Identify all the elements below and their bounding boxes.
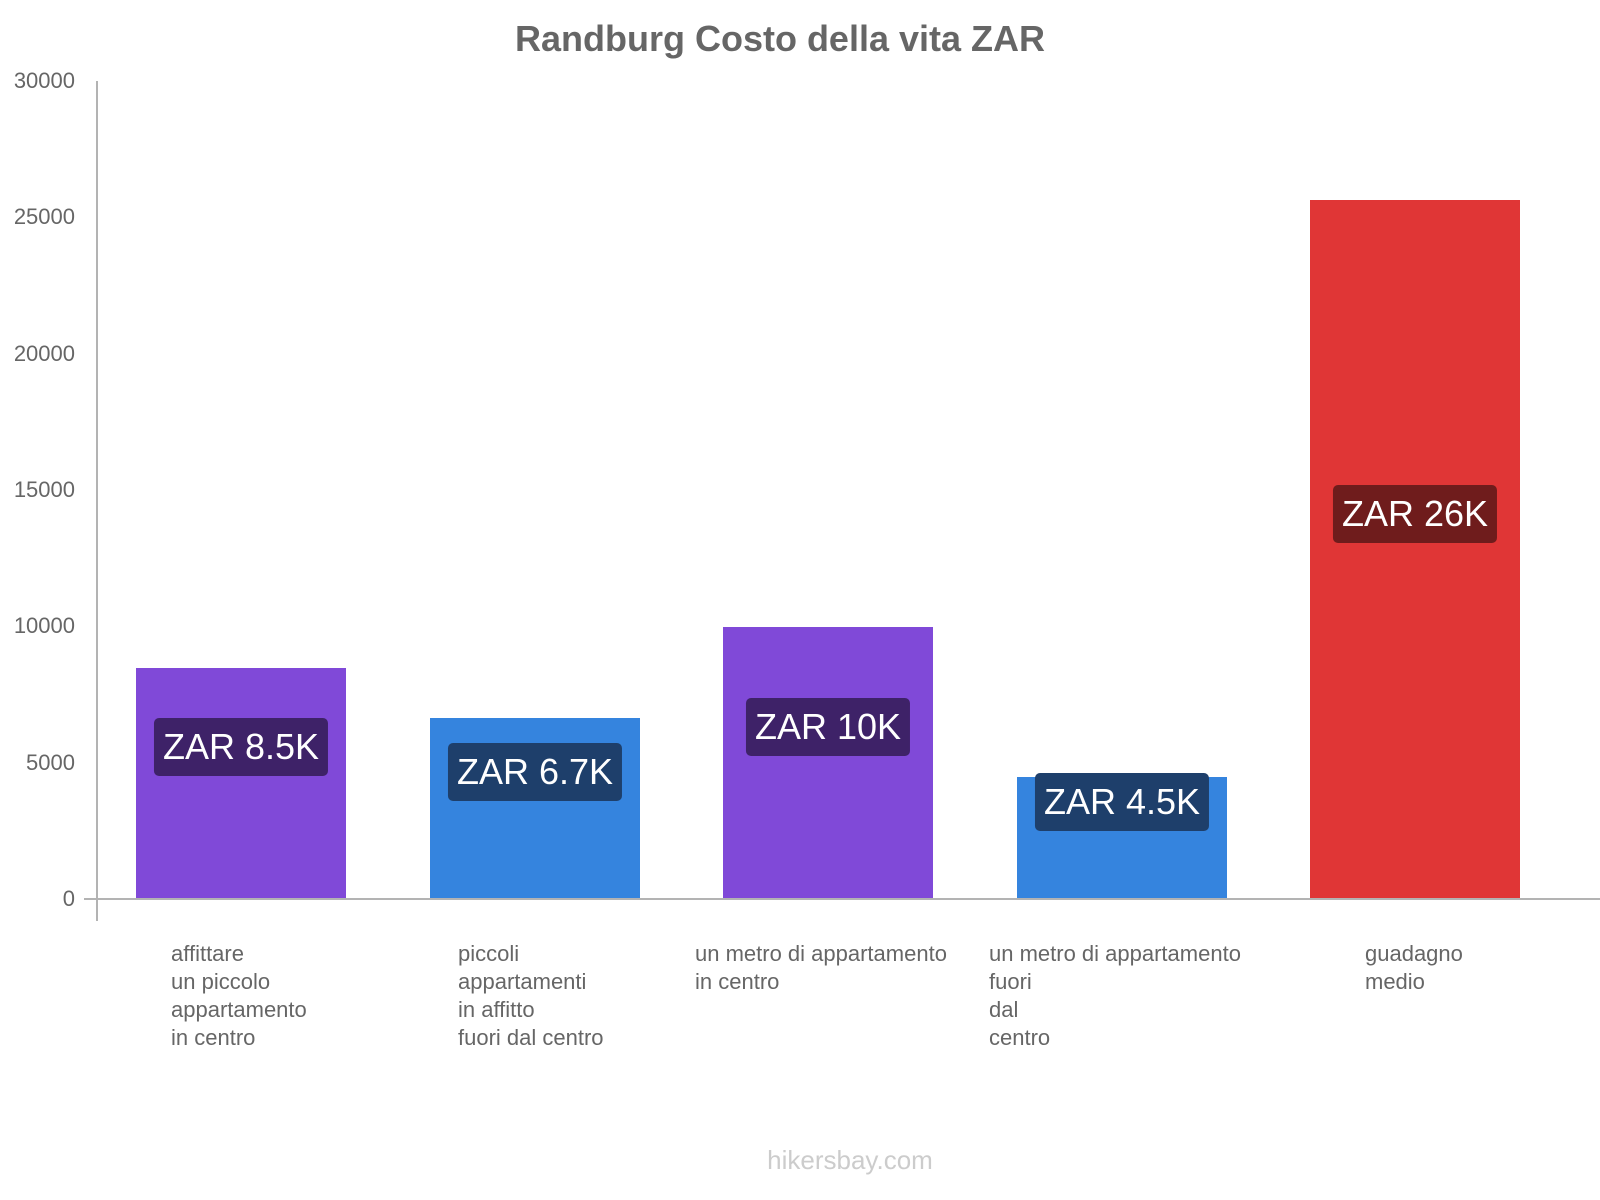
data-label: ZAR 8.5K xyxy=(153,718,329,776)
x-category-label: piccoli appartamenti in affitto fuori da… xyxy=(458,941,604,1050)
y-tick-label: 20000 xyxy=(13,340,75,366)
y-tick-label: 25000 xyxy=(13,204,75,230)
y-tick-label: 15000 xyxy=(13,477,75,502)
data-label: ZAR 10K xyxy=(745,698,911,756)
data-label: ZAR 6.7K xyxy=(447,743,623,801)
x-category-label: un metro di appartamento fuori dal centr… xyxy=(989,941,1241,1050)
bar[interactable] xyxy=(1310,200,1520,899)
y-tick-label: 0 xyxy=(62,886,75,911)
x-category-label: un metro di appartamento in centro xyxy=(695,941,947,994)
bar[interactable] xyxy=(136,668,346,899)
x-axis-line xyxy=(84,898,1600,900)
chart-title: Randburg Costo della vita ZAR xyxy=(514,18,1046,59)
y-tick-label: 5000 xyxy=(26,749,75,775)
x-category-label: guadagno medio xyxy=(1365,941,1463,994)
watermark: hikersbay.com xyxy=(767,1145,933,1175)
data-label: ZAR 4.5K xyxy=(1034,773,1210,831)
y-tick-label: 10000 xyxy=(13,613,75,639)
x-category-label: affittare un piccolo appartamento in cen… xyxy=(171,941,307,1050)
bar[interactable] xyxy=(723,627,933,899)
y-axis-line xyxy=(96,81,98,921)
data-label: ZAR 26K xyxy=(1332,485,1498,543)
y-tick-label: 30000 xyxy=(13,68,75,93)
